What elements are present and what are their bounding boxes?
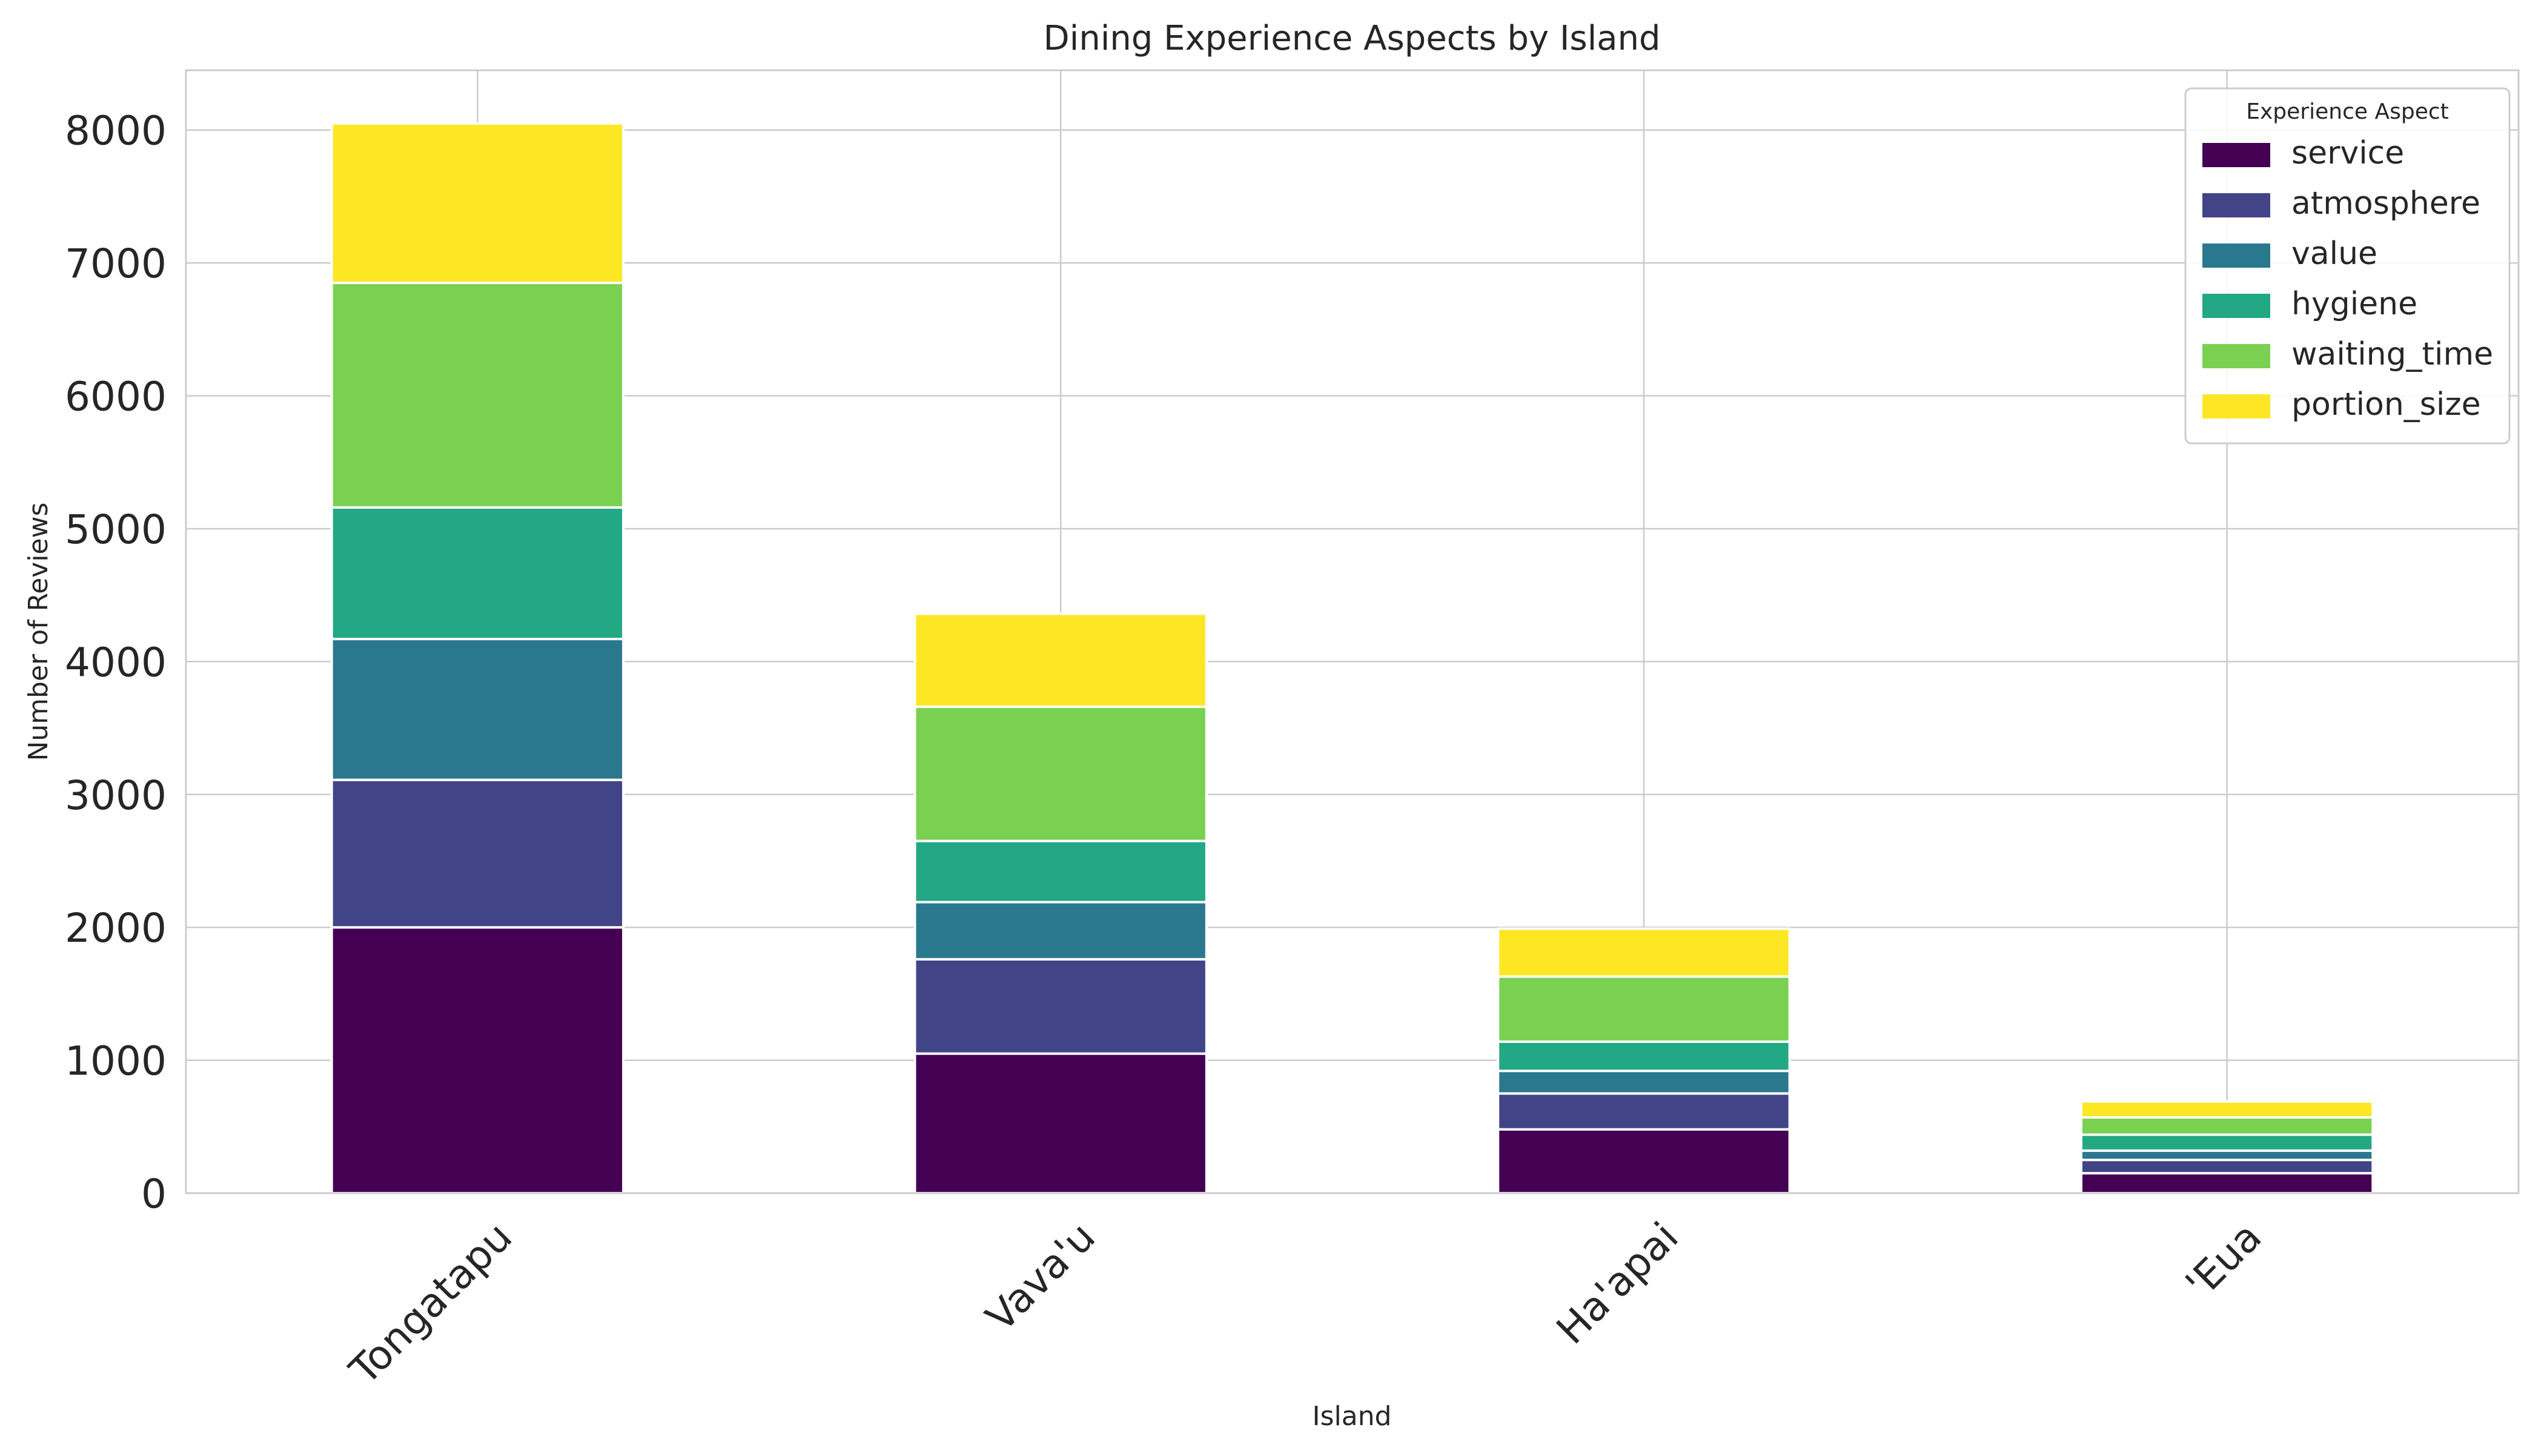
legend-label-waiting_time: waiting_time bbox=[2291, 336, 2493, 372]
y-tick-label: 5000 bbox=[65, 506, 167, 553]
bar-segment-value bbox=[913, 901, 1208, 961]
bar-segment-value bbox=[1497, 1070, 1791, 1095]
x-axis-label: Island bbox=[1313, 1401, 1392, 1432]
legend-label-service: service bbox=[2291, 135, 2404, 171]
bar-segment-portion_size bbox=[913, 612, 1208, 708]
bar-segment-hygiene bbox=[1497, 1040, 1791, 1073]
legend-swatch-hygiene bbox=[2202, 294, 2270, 318]
bar-segment-waiting_time bbox=[1497, 975, 1791, 1043]
legend-swatch-waiting_time bbox=[2202, 344, 2270, 368]
bar-segment-atmosphere bbox=[913, 958, 1208, 1055]
y-tick-label: 8000 bbox=[65, 108, 167, 154]
bar-segment-hygiene bbox=[2079, 1133, 2374, 1152]
legend-label-atmosphere: atmosphere bbox=[2291, 185, 2480, 222]
bar-segment-value bbox=[330, 638, 625, 781]
bar-segment-atmosphere bbox=[330, 778, 625, 929]
bar-segment-portion_size bbox=[330, 122, 625, 285]
y-axis-label: Number of Reviews bbox=[23, 502, 54, 761]
x-tick-label: Tongatapu bbox=[340, 1213, 521, 1394]
bar-segment-atmosphere bbox=[2079, 1159, 2374, 1175]
x-tick-label: Vava'u bbox=[977, 1213, 1104, 1340]
bar-segment-atmosphere bbox=[1497, 1092, 1791, 1131]
plot-frame bbox=[185, 69, 2520, 1194]
x-tick-label: 'Eua bbox=[2176, 1213, 2270, 1307]
y-tick-label: 2000 bbox=[65, 905, 167, 951]
y-tick-label: 0 bbox=[141, 1171, 167, 1217]
bar-segment-waiting_time bbox=[330, 282, 625, 509]
bar-segment-portion_size bbox=[1497, 927, 1791, 978]
legend-label-hygiene: hygiene bbox=[2291, 286, 2417, 322]
y-tick-label: 1000 bbox=[65, 1038, 167, 1085]
legend-swatch-portion_size bbox=[2202, 394, 2270, 419]
legend-title: Experience Aspect bbox=[2246, 99, 2449, 124]
y-tick-label: 4000 bbox=[65, 639, 167, 686]
bar-segment-waiting_time bbox=[913, 705, 1208, 842]
legend-swatch-value bbox=[2202, 243, 2270, 268]
bar-segment-waiting_time bbox=[2079, 1116, 2374, 1136]
chart-title: Dining Experience Aspects by Island bbox=[1044, 19, 1661, 58]
bar-segment-service bbox=[2079, 1172, 2374, 1194]
legend-label-value: value bbox=[2291, 236, 2377, 272]
bars bbox=[330, 122, 2374, 1195]
y-tick-label: 3000 bbox=[65, 772, 167, 819]
x-tick-label: Ha'apai bbox=[1548, 1213, 1688, 1353]
bar-segment-value bbox=[2079, 1149, 2374, 1162]
legend-label-portion_size: portion_size bbox=[2291, 386, 2481, 423]
legend: Experience Aspect service atmosphere value h… bbox=[2184, 87, 2511, 445]
bar-segment-hygiene bbox=[913, 839, 1208, 904]
legend-swatch-atmosphere bbox=[2202, 193, 2270, 217]
bar-segment-hygiene bbox=[330, 506, 625, 641]
bar-segment-service bbox=[330, 926, 625, 1195]
bar-segment-service bbox=[913, 1052, 1208, 1195]
y-tick-label: 7000 bbox=[65, 240, 167, 287]
y-tick-label: 6000 bbox=[65, 374, 167, 420]
bar-segment-service bbox=[1497, 1128, 1791, 1195]
bar-segment-portion_size bbox=[2079, 1100, 2374, 1119]
legend-swatch-service bbox=[2202, 143, 2270, 167]
